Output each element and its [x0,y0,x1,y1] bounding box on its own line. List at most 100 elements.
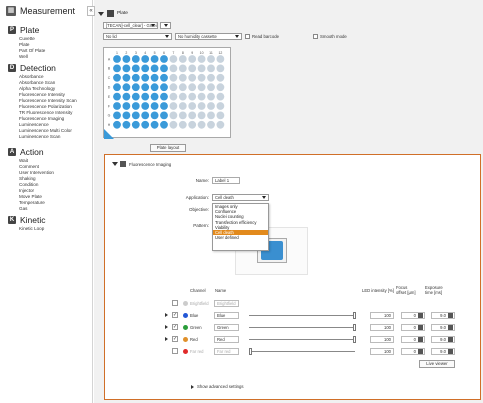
column-label[interactable]: 2 [125,51,127,55]
channel-row[interactable]: ✓ Red Red 100 0 9.0 [165,334,470,345]
well-F1[interactable] [113,102,121,110]
well-B7[interactable] [169,64,178,73]
sidebar-item[interactable]: Fluorescence Intensity Scan [19,98,77,103]
application-select[interactable]: Cell death [212,194,269,201]
spinner-arrows-icon[interactable] [418,313,423,318]
spinner-arrows-icon[interactable] [448,313,453,318]
well-E5[interactable] [150,92,159,101]
sidebar-item[interactable]: Comment [19,164,39,169]
well-H9[interactable] [188,120,197,129]
sidebar-section-3[interactable]: K Kinetic Kinetic Loop [8,215,46,232]
well-F6[interactable] [160,102,168,110]
well-G3[interactable] [131,111,140,120]
well-H2[interactable] [122,120,131,129]
well-B3[interactable] [131,64,140,73]
channel-checkbox[interactable] [172,348,178,354]
led-intensity-input[interactable]: 100 [370,348,394,355]
well-F11[interactable] [207,102,215,110]
channel-row[interactable]: ✓ Green Green 100 0 9.0 [165,322,470,333]
well-H12[interactable] [216,120,225,129]
channel-checkbox[interactable]: ✓ [172,312,178,318]
well-G12[interactable] [216,111,225,120]
well-G1[interactable] [113,111,121,120]
sidebar-item[interactable]: Luminescence Scan [19,134,61,139]
channel-checkbox[interactable] [172,300,178,306]
well-G9[interactable] [188,111,197,120]
well-E6[interactable] [160,92,168,101]
well-C6[interactable] [160,73,168,82]
lid-select[interactable]: No lid [103,33,172,40]
well-H7[interactable] [169,120,178,129]
plate-type-select[interactable]: [TECAN]-cell_clear] - Greein... [103,22,158,29]
well-B9[interactable] [188,64,197,73]
plate-type-menu-button[interactable] [160,22,171,29]
well-B10[interactable] [197,64,206,73]
well-G10[interactable] [197,111,206,120]
led-intensity-input[interactable]: 100 [370,312,394,319]
well-D8[interactable] [178,83,187,92]
well-E11[interactable] [207,92,215,101]
expand-row-icon[interactable] [165,313,168,317]
sidebar-item[interactable]: Kinetic Loop [19,226,45,231]
well-A9[interactable] [188,55,197,63]
column-label[interactable]: 6 [163,51,165,55]
column-label[interactable]: 3 [135,51,137,55]
led-slider-track[interactable] [249,327,355,328]
checkbox-box[interactable] [245,34,250,39]
well-D3[interactable] [131,83,140,92]
sidebar-item[interactable]: Plate [19,42,30,47]
sidebar-section-header[interactable]: P Plate [8,25,45,35]
collapse-sidebar-button[interactable]: « [87,6,95,16]
well-A12[interactable] [216,55,225,63]
spinner-arrows-icon[interactable] [418,337,423,342]
exposure-time-spinner[interactable]: 9.0 [431,312,455,319]
well-G4[interactable] [141,111,150,120]
column-label[interactable]: 8 [182,51,184,55]
well-E7[interactable] [169,92,178,101]
well-B8[interactable] [178,64,187,73]
exposure-time-spinner[interactable]: 9.0 [431,348,455,355]
well-H3[interactable] [131,120,140,129]
led-slider-thumb[interactable] [353,324,356,331]
row-label[interactable]: D [108,86,111,90]
well-A4[interactable] [141,55,150,63]
well-C1[interactable] [113,73,121,82]
well-C7[interactable] [169,73,178,82]
sidebar-item[interactable]: Wait [19,158,29,163]
well-B1[interactable] [113,64,121,73]
well-D5[interactable] [150,83,159,92]
well-E10[interactable] [197,92,206,101]
led-slider-thumb[interactable] [353,312,356,319]
well-E4[interactable] [141,92,150,101]
live-viewer-button[interactable]: Live viewer [419,360,455,368]
well-D9[interactable] [188,83,197,92]
spinner-arrows-icon[interactable] [448,325,453,330]
sidebar-section-0[interactable]: P Plate Cuvette Plate Part Of Plate Well [8,25,45,60]
well-C12[interactable] [216,73,225,82]
sidebar-item[interactable]: Absorbance [19,74,44,79]
sidebar-item[interactable]: Shaking [19,176,36,181]
led-slider-thumb[interactable] [353,336,356,343]
led-slider-track[interactable] [249,339,355,340]
row-label[interactable]: F [108,104,110,108]
well-B5[interactable] [150,64,159,73]
well-D6[interactable] [160,83,168,92]
well-E12[interactable] [216,92,225,101]
sidebar-item[interactable]: Temperature [19,200,45,205]
well-A10[interactable] [197,55,206,63]
sidebar-item[interactable]: Move Plate [19,194,42,199]
application-dropdown-list[interactable]: Images only Confluence Nuclei counting Tran… [212,203,269,251]
well-F5[interactable] [150,102,159,110]
well-F2[interactable] [122,102,131,110]
checkbox-box[interactable] [313,34,318,39]
application-option[interactable]: User defined [215,235,239,241]
well-B12[interactable] [216,64,225,73]
channel-name-input[interactable]: Green [214,324,239,331]
channel-checkbox[interactable]: ✓ [172,336,178,342]
well-A7[interactable] [169,55,178,63]
well-D4[interactable] [141,83,150,92]
column-label[interactable]: 11 [209,51,213,55]
collapse-arrow-icon[interactable] [112,162,118,166]
expand-arrow-icon[interactable] [98,11,104,16]
well-E8[interactable] [178,92,187,101]
